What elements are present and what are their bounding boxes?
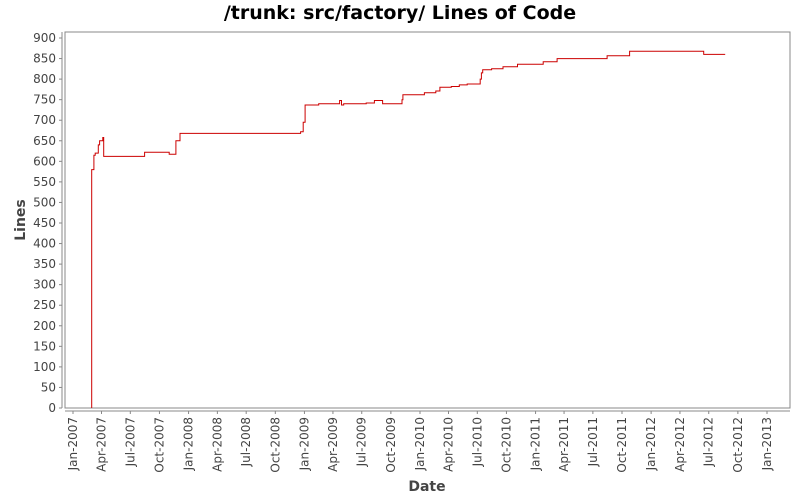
y-tick-label: 50 (41, 380, 56, 394)
y-tick-label: 250 (33, 298, 56, 312)
x-tick-label: Oct-2009 (384, 417, 398, 473)
plot-area (64, 31, 791, 409)
x-tick-label: Jan-2010 (413, 417, 427, 471)
chart-title: /trunk: src/factory/ Lines of Code (223, 2, 577, 24)
y-axis: 0 50 100 150 200 250 300 350 400 450 500 550 600 650 7… (33, 31, 63, 415)
x-axis: Jan-2007 Apr-2007 Jul-2007 Oct-2007 Jan-2008… (65, 410, 790, 473)
y-tick-label: 600 (33, 154, 56, 168)
x-tick-label: Apr-2008 (210, 417, 224, 472)
y-axis-label: Lines (13, 199, 29, 241)
x-tick-label: Jul-2012 (702, 417, 716, 467)
y-tick-label: 150 (33, 339, 56, 353)
y-tick-label: 700 (33, 113, 56, 127)
y-tick-label: 0 (48, 401, 56, 415)
x-tick-label: Jul-2008 (239, 417, 253, 467)
x-axis-label: Date (408, 479, 445, 495)
x-tick-label: Oct-2008 (268, 417, 282, 473)
x-tick-label: Jul-2007 (123, 417, 137, 467)
x-tick-label: Jul-2010 (470, 417, 484, 467)
x-tick-label: Jul-2009 (355, 417, 369, 467)
y-tick-label: 350 (33, 257, 56, 271)
y-tick-label: 850 (33, 52, 56, 66)
x-tick-label: Jul-2011 (586, 417, 600, 467)
x-tick-label: Oct-2010 (499, 417, 513, 473)
x-tick-label: Oct-2007 (152, 417, 166, 473)
x-tick-label: Jan-2013 (760, 417, 774, 471)
lines-of-code-line (91, 50, 726, 408)
y-tick-label: 200 (33, 319, 56, 333)
y-tick-label: 800 (33, 72, 56, 86)
y-tick-label: 900 (33, 31, 56, 45)
y-tick-label: 650 (33, 134, 56, 148)
y-tick-label: 500 (33, 195, 56, 209)
y-tick-label: 550 (33, 175, 56, 189)
x-tick-label: Jan-2011 (529, 417, 543, 471)
x-tick-label: Apr-2009 (326, 417, 340, 472)
x-tick-label: Apr-2011 (557, 417, 571, 472)
y-tick-label: 450 (33, 216, 56, 230)
x-tick-label: Apr-2010 (441, 417, 455, 472)
x-tick-label: Jan-2008 (182, 417, 196, 471)
x-tick-label: Jan-2007 (66, 417, 80, 471)
y-tick-label: 400 (33, 237, 56, 251)
x-tick-label: Apr-2012 (673, 417, 687, 472)
x-tick-label: Oct-2012 (731, 417, 745, 473)
x-tick-label: Jan-2012 (644, 417, 658, 471)
y-tick-label: 300 (33, 278, 56, 292)
y-tick-label: 750 (33, 93, 56, 107)
x-tick-label: Jan-2009 (297, 417, 311, 471)
y-tick-label: 100 (33, 360, 56, 374)
x-tick-label: Oct-2011 (615, 417, 629, 473)
x-tick-label: Apr-2007 (94, 417, 108, 472)
